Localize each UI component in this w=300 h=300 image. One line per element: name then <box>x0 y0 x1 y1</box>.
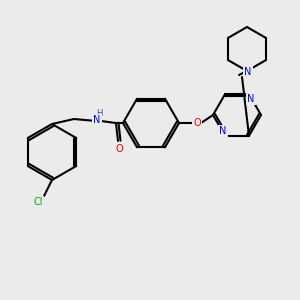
Text: Cl: Cl <box>33 197 43 207</box>
Text: N: N <box>247 94 255 104</box>
Text: H: H <box>96 109 102 118</box>
Text: O: O <box>115 144 123 154</box>
Text: N: N <box>244 67 252 77</box>
Text: N: N <box>93 115 101 125</box>
Text: O: O <box>193 118 201 128</box>
Text: N: N <box>219 126 227 136</box>
